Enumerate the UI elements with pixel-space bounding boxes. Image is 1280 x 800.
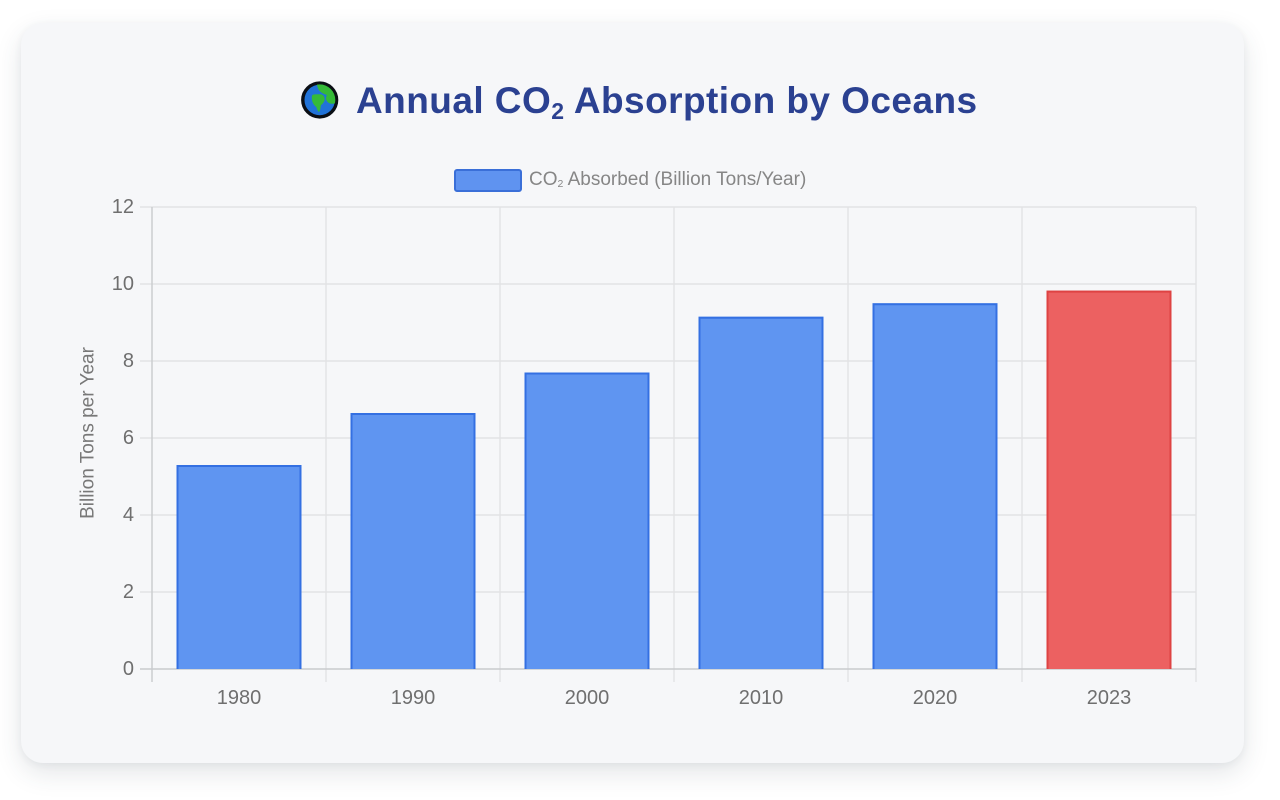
svg-text:0: 0	[123, 658, 134, 680]
svg-text:Billion Tons per Year: Billion Tons per Year	[78, 346, 99, 518]
svg-text:10: 10	[112, 273, 134, 295]
svg-text:2023: 2023	[1087, 687, 1132, 709]
svg-text:8: 8	[123, 350, 134, 372]
svg-text:4: 4	[123, 504, 134, 526]
svg-text:2000: 2000	[565, 687, 610, 709]
svg-text:12: 12	[112, 196, 134, 218]
svg-text:1990: 1990	[391, 687, 436, 709]
svg-text:2: 2	[123, 581, 134, 603]
svg-text:2010: 2010	[739, 687, 784, 709]
svg-text:6: 6	[123, 427, 134, 449]
svg-text:1980: 1980	[217, 687, 262, 709]
svg-text:2020: 2020	[913, 687, 958, 709]
